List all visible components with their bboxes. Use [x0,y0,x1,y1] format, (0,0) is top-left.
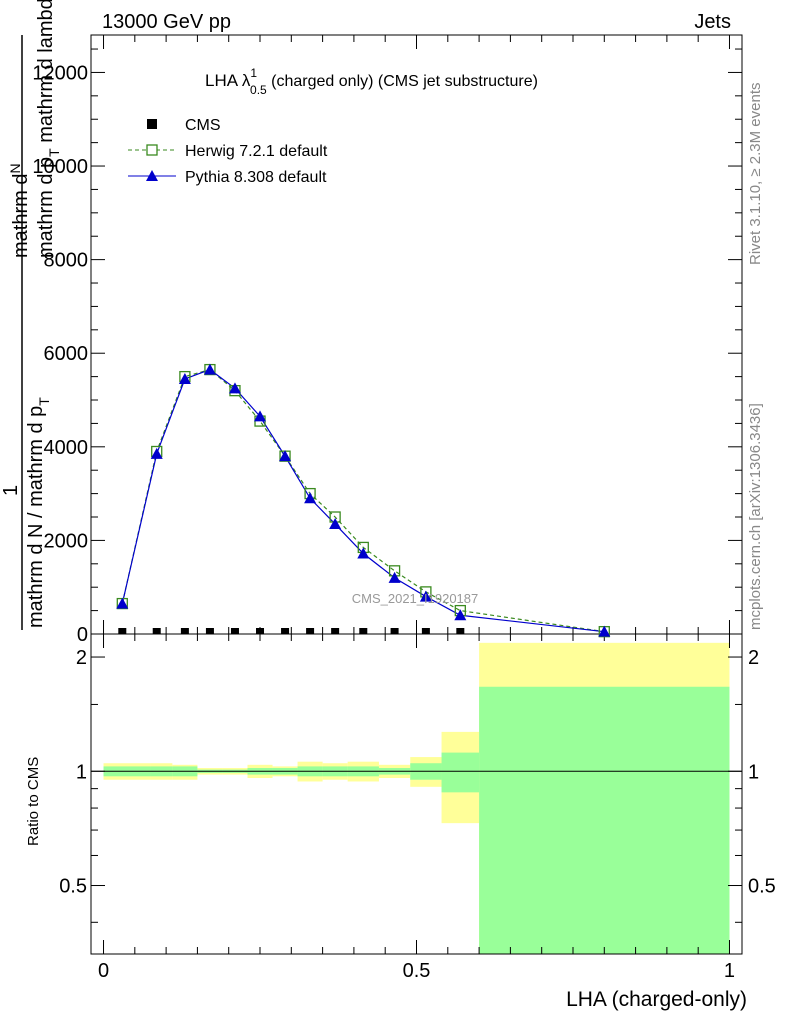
legend-herwig-label: Herwig 7.2.1 default [185,143,328,160]
header-right: Jets [694,11,731,33]
ylabel-num-a: mathrm d [10,174,32,258]
ratio-y-tick-label-right: 1 [748,761,759,783]
cms-point [421,628,430,634]
cms-point [118,628,127,634]
plot-title-sub: 0.5 [250,83,267,97]
pythia-point [419,590,432,602]
cms-point [205,628,214,634]
cms-point [390,628,399,634]
main-y-tick-label: 4000 [44,437,89,459]
cms-point [331,628,340,634]
cms-point [456,628,465,634]
ratio-y-ticks: 0.5 0.5 1 1 2 2 [59,647,776,923]
plot-title-suffix: (charged only) (CMS jet substructure) [267,73,538,90]
pythia-point [279,450,292,462]
ylabel-denominator: mathrm d N / mathrm d pT [25,397,52,628]
main-y-tick-label: 2000 [44,530,89,552]
main-y-tick-label: 6000 [44,343,89,365]
ylabel-num-d: T [46,148,62,157]
x-ticks: 0 0.5 1 [98,35,735,982]
ylabel-num-c: mathrm d p [35,157,57,258]
main-y-tick-label: 0 [77,624,88,646]
legend-herwig-marker [146,144,158,156]
x-tick-label: 1 [724,960,735,982]
pythia-point [203,363,216,375]
x-axis-label: LHA (charged-only) [566,988,747,1011]
plot-title: LHA λ1 0.5 (charged only) (CMS jet substr… [205,66,538,97]
pythia-point [329,518,342,530]
ylabel-den-b: T [36,397,52,406]
legend-pythia-label: Pythia 8.308 default [185,169,327,186]
side-label-mcplots: mcplots.cern.ch [arXiv:1306.3436] [747,403,764,630]
series-layer [116,363,611,638]
main-y-tick-label: 12000 [32,62,88,84]
ylabel-numerator: mathrm dN [7,163,32,258]
pythia-point [388,571,401,583]
pythia-point [150,447,163,459]
legend-cms-marker [147,119,157,129]
plot-title-sup: 1 [250,66,257,80]
main-y-tick-label: 8000 [44,250,89,272]
ratio-y-tick-label-right: 2 [748,647,759,669]
ylabel-den-a: mathrm d N / mathrm d p [25,406,47,628]
cms-point [256,628,265,634]
main-y-tick-label: 10000 [32,156,88,178]
ylabel-numerator-2: mathrm d pT mathrm d lambda [35,0,62,258]
pythia-point [228,382,241,394]
x-tick-label: 0 [98,960,109,982]
side-label-rivet: Rivet 3.1.10, ≥ 2.3M events [747,83,764,266]
ylabel-one: 1 [0,485,22,496]
legend: CMS Herwig 7.2.1 default Pythia 8.308 de… [128,117,328,186]
pythia-point [598,625,611,637]
pythia-point [178,372,191,384]
x-tick-label: 0.5 [403,960,431,982]
main-y-label: mathrm dN mathrm d pT mathrm d lambda 1 … [0,0,62,630]
ratio-bands [103,642,730,954]
cms-point [359,628,368,634]
header-left: 13000 GeV pp [102,11,231,33]
cms-point [180,628,189,634]
legend-pythia-marker [146,170,158,181]
ylabel-num-e: mathrm d lambda [35,0,57,148]
ratio-y-label: Ratio to CMS [25,757,42,846]
ratio-stat-band [479,686,730,954]
ratio-y-tick-label: 0.5 [59,876,87,898]
pythia-point [254,410,267,422]
watermark: CMS_2021_I1920187 [352,591,479,606]
ratio-y-tick-label: 2 [76,647,87,669]
cms-point [152,628,161,634]
ylabel-num-b: N [7,163,23,173]
pythia-point [357,547,370,559]
pythia-point [454,609,467,621]
ratio-y-tick-label-right: 0.5 [748,876,776,898]
main-y-ticks: 0 2000 4000 6000 8000 10000 12000 [32,48,742,646]
legend-cms-label: CMS [185,117,221,134]
plot-title-prefix: LHA λ [205,71,251,90]
cms-point [230,628,239,634]
ratio-y-tick-label: 1 [76,761,87,783]
pythia-point [304,492,317,504]
cms-point [281,628,290,634]
ratio-stat-band [441,752,480,793]
pythia-point [116,597,129,609]
cms-point [306,628,315,634]
